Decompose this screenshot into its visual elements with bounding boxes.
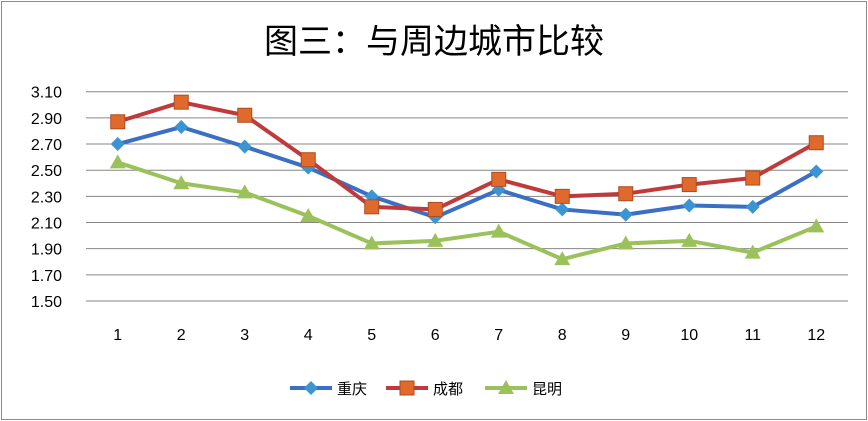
x-tick-label: 10 (680, 327, 698, 344)
data-point-triangle (490, 223, 507, 238)
y-tick-label: 2.10 (31, 216, 62, 233)
y-tick-label: 2.50 (31, 163, 62, 180)
data-point-triangle (300, 207, 317, 222)
data-point-square (427, 201, 443, 217)
data-point-triangle (617, 235, 634, 250)
data-point-square (491, 171, 507, 187)
data-point-square (618, 186, 634, 202)
data-point-square (173, 94, 189, 110)
data-point-diamond (555, 202, 570, 217)
x-tick-label: 4 (304, 327, 313, 344)
legend-marker-diamond (304, 381, 318, 395)
y-tick-label: 2.90 (31, 111, 62, 128)
data-point-triangle (109, 154, 126, 169)
y-tick-label: 3.10 (31, 85, 62, 102)
data-point-diamond (174, 120, 189, 135)
x-tick-label: 5 (367, 327, 376, 344)
data-point-diamond (682, 198, 697, 213)
chart-title: 图三：与周边城市比较 (264, 22, 604, 62)
data-point-square (110, 114, 126, 130)
legend-label: 昆明 (532, 380, 562, 398)
data-point-triangle (363, 235, 380, 250)
series-line-2 (117, 100, 818, 212)
y-tick-label: 2.30 (31, 189, 62, 206)
x-tick-label: 6 (431, 327, 440, 344)
x-tick-label: 8 (558, 327, 567, 344)
x-tick-label: 3 (240, 327, 249, 344)
y-tick-label: 1.50 (31, 294, 62, 311)
data-point-diamond (110, 137, 125, 152)
x-tick-label: 2 (177, 327, 186, 344)
y-tick-label: 1.70 (31, 268, 62, 285)
data-point-triangle (681, 232, 698, 247)
data-point-triangle (744, 244, 761, 259)
legend-label: 重庆 (337, 380, 367, 398)
data-point-triangle (236, 184, 253, 199)
data-point-triangle (554, 251, 571, 266)
y-tick-label: 2.70 (31, 137, 62, 154)
data-point-square (364, 199, 380, 215)
legend-marker-square (399, 380, 415, 396)
data-point-diamond (237, 139, 252, 154)
data-point-triangle (173, 175, 190, 190)
data-point-diamond (809, 164, 824, 179)
x-tick-label: 11 (744, 327, 761, 344)
data-point-square (237, 107, 253, 123)
series-line-1 (117, 125, 818, 220)
data-point-square (745, 170, 761, 186)
data-point-square (300, 152, 316, 168)
legend-label: 成都 (433, 380, 463, 398)
data-point-triangle (808, 218, 825, 233)
x-tick-label: 1 (113, 327, 122, 344)
data-point-square (808, 135, 824, 151)
y-tick-label: 1.90 (31, 242, 62, 259)
x-tick-label: 12 (807, 327, 825, 344)
data-point-diamond (745, 199, 760, 214)
data-point-triangle (427, 232, 444, 247)
data-point-square (554, 188, 570, 204)
legend-marker-triangle (498, 380, 514, 394)
x-tick-label: 9 (621, 327, 630, 344)
series-line-3 (117, 160, 818, 262)
data-point-diamond (618, 207, 633, 222)
x-tick-label: 7 (494, 327, 503, 344)
data-point-square (681, 177, 697, 193)
